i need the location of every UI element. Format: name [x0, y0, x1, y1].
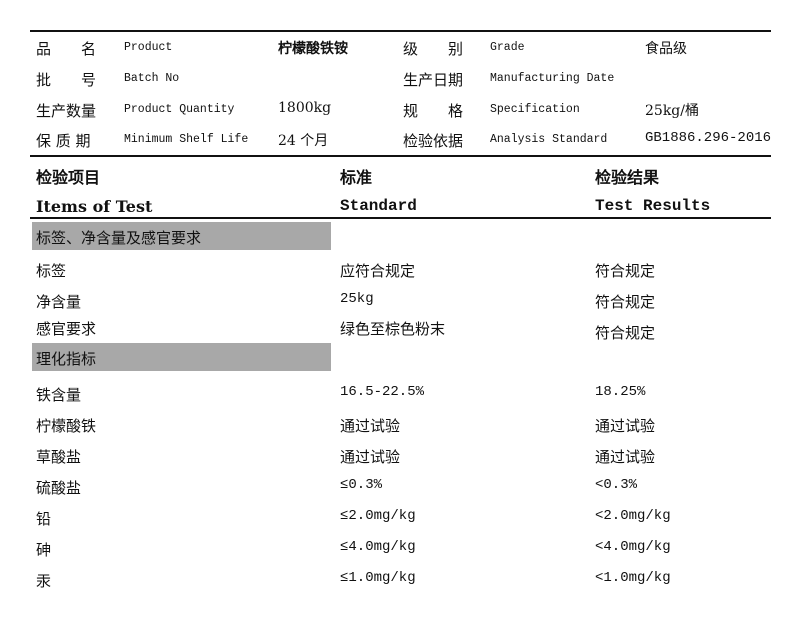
section-header: 标签、净含量及感官要求	[32, 222, 331, 250]
test-result: <2.0mg/kg	[595, 508, 671, 524]
test-item: 铅	[36, 510, 52, 528]
test-result: 符合规定	[595, 293, 656, 311]
info-label2-cn: 规 格	[403, 102, 464, 120]
header-item-en: Items of Test	[36, 197, 153, 216]
section-title: 理化指标	[36, 350, 97, 368]
test-item: 标签	[36, 262, 67, 280]
table-row: 砷 ≤4.0mg/kg <4.0mg/kg	[0, 539, 800, 561]
test-item: 草酸盐	[36, 448, 82, 466]
test-standard: ≤4.0mg/kg	[340, 539, 416, 555]
test-result: 18.25%	[595, 384, 646, 400]
info-label-cn: 批 号	[36, 71, 97, 89]
info-label-en: Product	[124, 41, 173, 54]
test-standard: ≤2.0mg/kg	[340, 508, 416, 524]
test-item: 感官要求	[36, 320, 97, 338]
test-item: 铁含量	[36, 386, 82, 404]
test-result: 通过试验	[595, 417, 656, 435]
table-row: 草酸盐 通过试验 通过试验	[0, 446, 800, 468]
info-label-cn: 保 质 期	[36, 132, 91, 150]
info-label2-cn: 检验依据	[403, 132, 464, 150]
test-standard: ≤1.0mg/kg	[340, 570, 416, 586]
test-item: 砷	[36, 541, 52, 559]
info-label-en: Product Quantity	[124, 103, 235, 116]
info-label-en: Minimum Shelf Life	[124, 133, 249, 146]
test-item: 汞	[36, 572, 52, 590]
info-value: 24 个月	[278, 133, 329, 149]
test-standard: ≤0.3%	[340, 477, 383, 493]
table-row: 净含量 25kg 符合规定	[0, 291, 800, 313]
info-label-en: Batch No	[124, 72, 180, 85]
info-label-cn: 生产数量	[36, 102, 97, 120]
info-label2-en: Specification	[490, 103, 580, 116]
table-row: 硫酸盐 ≤0.3% <0.3%	[0, 477, 800, 499]
header-standard-cn: 标准	[340, 168, 373, 187]
test-standard: 绿色至棕色粉末	[340, 320, 446, 338]
header-result-en: Test Results	[595, 197, 711, 215]
test-result: <0.3%	[595, 477, 638, 493]
info-label2-en: Manufacturing Date	[490, 72, 615, 85]
test-result: 符合规定	[595, 262, 656, 280]
test-item: 净含量	[36, 293, 82, 311]
info-label2-en: Grade	[490, 41, 525, 54]
section-title: 标签、净含量及感官要求	[36, 229, 202, 247]
test-standard: 通过试验	[340, 417, 401, 435]
table-row: 柠檬酸铁 通过试验 通过试验	[0, 415, 800, 437]
test-result: <4.0mg/kg	[595, 539, 671, 555]
info-label2-en: Analysis Standard	[490, 133, 608, 146]
info-label2-cn: 级 别	[403, 40, 464, 58]
test-standard: 应符合规定	[340, 262, 416, 280]
header-standard-en: Standard	[340, 197, 417, 215]
info-value2: 食品级	[645, 41, 687, 57]
info-rule	[30, 155, 771, 157]
info-value2: GB1886.296-2016	[645, 130, 772, 146]
table-row: 感官要求 绿色至棕色粉末 符合规定	[0, 318, 800, 342]
test-standard: 16.5-22.5%	[340, 384, 425, 400]
test-item: 硫酸盐	[36, 479, 82, 497]
test-result: 符合规定	[595, 324, 656, 342]
test-result: 通过试验	[595, 448, 656, 466]
header-result-cn: 检验结果	[595, 168, 660, 187]
test-standard: 25kg	[340, 291, 374, 307]
header-rule	[30, 217, 771, 219]
test-result: <1.0mg/kg	[595, 570, 671, 586]
info-label-cn: 品 名	[36, 40, 97, 58]
table-row: 汞 ≤1.0mg/kg <1.0mg/kg	[0, 570, 800, 592]
table-row: 铅 ≤2.0mg/kg <2.0mg/kg	[0, 508, 800, 530]
test-standard: 通过试验	[340, 448, 401, 466]
table-row: 铁含量 16.5-22.5% 18.25%	[0, 384, 800, 406]
header-item-cn: 检验项目	[36, 168, 101, 187]
table-row: 标签 应符合规定 符合规定	[0, 260, 800, 282]
top-rule	[30, 30, 771, 32]
info-value2: 25kg/桶	[645, 103, 699, 119]
section-header: 理化指标	[32, 343, 331, 371]
info-label2-cn: 生产日期	[403, 71, 464, 89]
test-item: 柠檬酸铁	[36, 417, 97, 435]
info-value: 1800kg	[278, 100, 332, 116]
info-value: 柠檬酸铁铵	[278, 41, 348, 57]
